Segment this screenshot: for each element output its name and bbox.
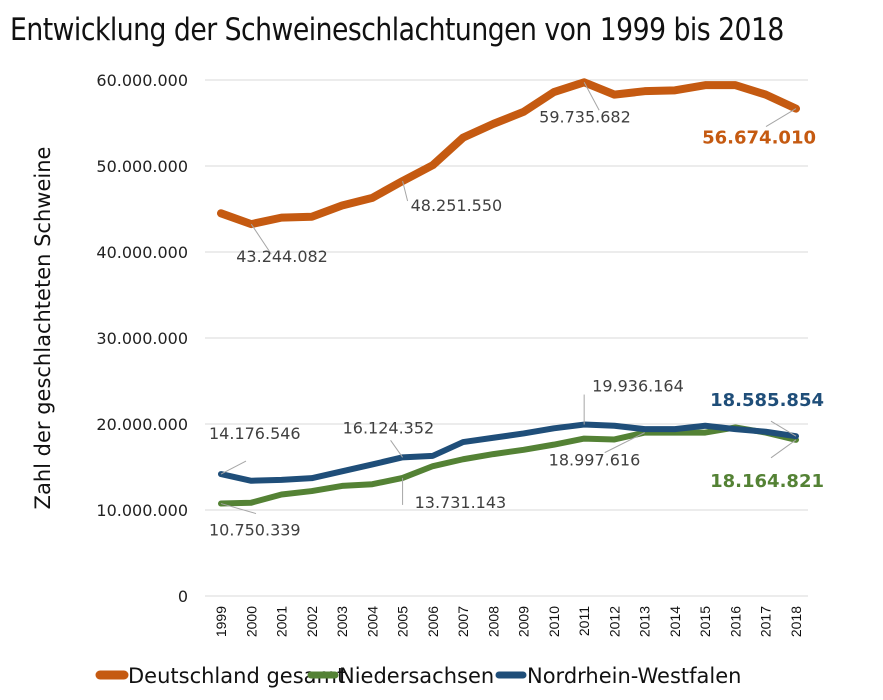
x-tick-label: 2008 <box>485 606 501 637</box>
y-tick-label: 50.000.000 <box>96 157 188 176</box>
x-tick-label: 2014 <box>667 606 683 637</box>
data-label-leader <box>220 503 257 515</box>
data-label-leader <box>583 82 600 111</box>
data-label-leader <box>770 439 797 459</box>
y-tick-label: 10.000.000 <box>96 501 188 520</box>
gridlines <box>205 79 808 597</box>
x-tick-label: 2002 <box>304 606 320 637</box>
legend-item: Nordrhein-Westfalen <box>495 664 741 688</box>
x-tick-label: 2001 <box>274 606 290 637</box>
data-label: 18.164.821 <box>710 471 824 492</box>
data-label: 48.251.550 <box>411 196 503 215</box>
x-tick-label: 2016 <box>727 606 743 637</box>
legend-label: Nordrhein-Westfalen <box>527 664 741 688</box>
data-label: 16.124.352 <box>343 418 435 437</box>
data-label: 56.674.010 <box>702 128 816 149</box>
series-lines <box>217 78 800 507</box>
x-tick-label: 2013 <box>637 606 653 637</box>
x-tick-label: 2006 <box>425 606 441 637</box>
data-label: 18.997.616 <box>549 451 641 470</box>
data-label-leader <box>250 223 272 255</box>
x-tick-label: 2007 <box>455 606 471 637</box>
data-label-leader <box>402 180 409 202</box>
x-axis-ticks: 1999 2000 2001 2002 2003 2004 2005 2006 2007 2008… <box>213 606 804 637</box>
data-label: 19.936.164 <box>592 377 684 396</box>
x-tick-label: 2018 <box>788 606 804 637</box>
y-tick-label: 40.000.000 <box>96 243 188 262</box>
x-tick-label: 2005 <box>395 606 411 637</box>
x-tick-label: 2017 <box>758 606 774 637</box>
x-tick-label: 2015 <box>697 606 713 637</box>
x-tick-label: 2010 <box>546 606 562 637</box>
data-label: 18.585.854 <box>710 390 824 411</box>
data-label-leader <box>220 460 247 475</box>
data-label-leader <box>390 440 403 458</box>
x-tick-label: 2000 <box>243 606 259 637</box>
x-tick-label: 2011 <box>576 606 592 636</box>
data-label-leader <box>604 432 645 454</box>
y-axis-label: Zahl der geschlachteten Schweine <box>31 147 55 510</box>
x-tick-label: 2012 <box>606 606 622 637</box>
data-label-leader <box>770 420 797 437</box>
x-tick-label: 1999 <box>213 606 229 637</box>
series-line-deutschland-gesamt <box>217 78 800 229</box>
data-label: 13.731.143 <box>415 493 507 512</box>
y-axis-ticks: 0 10.000.000 20.000.000 30.000.000 40.000.00… <box>96 71 188 606</box>
x-tick-label: 2003 <box>334 606 350 637</box>
data-labels: 43.244.082 48.251.550 59.735.682 56.674.010… <box>209 82 824 540</box>
y-tick-label: 20.000.000 <box>96 415 188 434</box>
y-tick-label: 60.000.000 <box>96 71 188 90</box>
chart-title: Entwicklung der Schweineschlachtungen vo… <box>10 12 784 48</box>
legend-label: Niedersachsen <box>339 664 494 688</box>
data-label-leader <box>765 108 797 128</box>
series-line-nordrhein-westfalen <box>218 421 799 484</box>
data-label: 59.735.682 <box>539 107 631 126</box>
x-tick-label: 2009 <box>516 606 532 637</box>
y-tick-label: 30.000.000 <box>96 329 188 348</box>
x-tick-label: 2004 <box>364 606 380 637</box>
series-line-niedersachsen <box>218 424 799 507</box>
legend-item: Niedersachsen <box>307 664 494 688</box>
data-label: 14.176.546 <box>209 424 301 443</box>
y-tick-label: 0 <box>178 587 188 606</box>
data-label: 10.750.339 <box>209 521 301 540</box>
data-label: 43.244.082 <box>236 247 328 266</box>
